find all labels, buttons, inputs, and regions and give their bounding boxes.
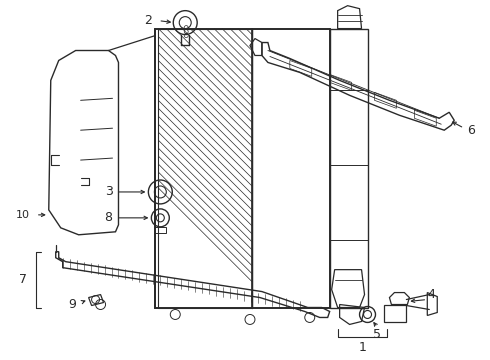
Text: 10: 10 (16, 210, 30, 220)
Text: 4: 4 (427, 288, 435, 301)
Text: 2: 2 (145, 14, 152, 27)
Text: 7: 7 (19, 273, 27, 286)
Text: 8: 8 (104, 211, 113, 224)
Text: 6: 6 (467, 124, 475, 137)
Bar (155, 28, 330, 307)
Text: 3: 3 (104, 185, 113, 198)
Text: 5: 5 (373, 328, 382, 341)
Bar (330, 28, 368, 307)
Bar (385, 305, 406, 323)
Text: 1: 1 (359, 341, 367, 354)
Text: 9: 9 (69, 298, 76, 311)
